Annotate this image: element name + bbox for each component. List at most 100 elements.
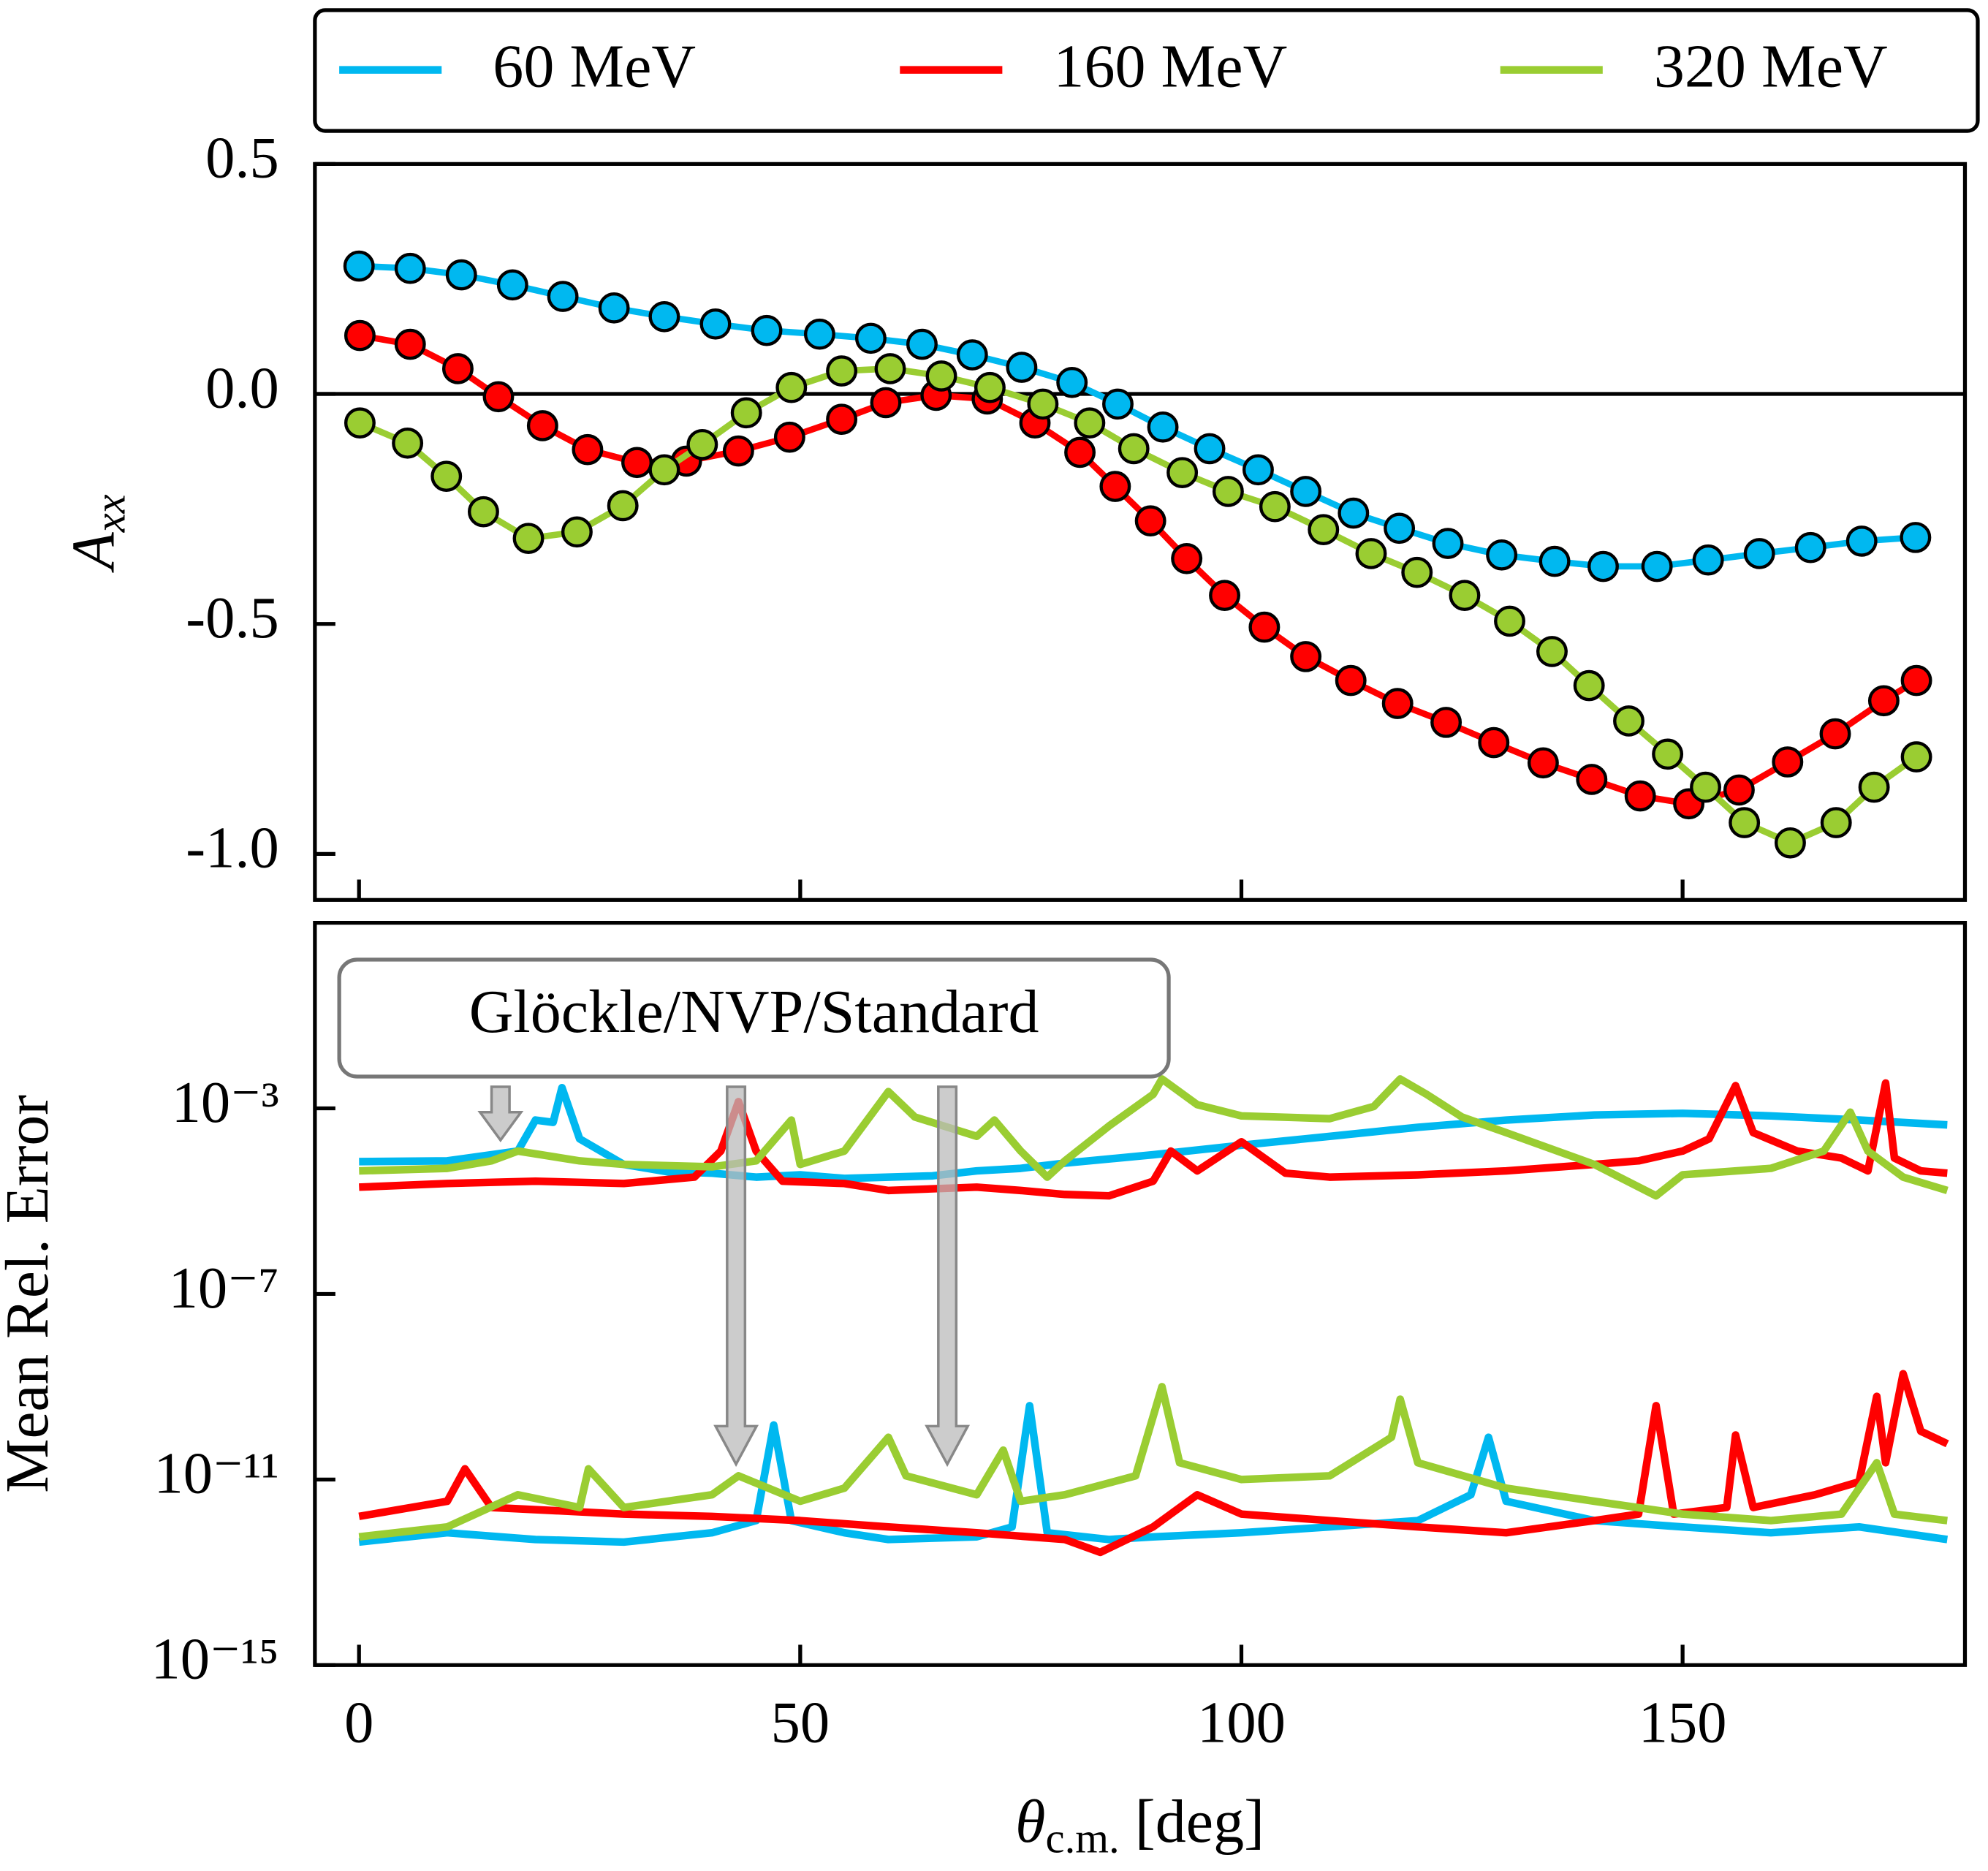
marker [803, 318, 835, 350]
marker [1774, 827, 1806, 859]
marker [1692, 544, 1724, 576]
marker [445, 259, 477, 291]
marker [1242, 454, 1274, 486]
marker [1056, 366, 1088, 398]
marker [1900, 522, 1932, 553]
marker [430, 460, 463, 492]
marker [1573, 669, 1605, 702]
marker [826, 355, 858, 387]
marker [1772, 746, 1804, 778]
marker [1134, 505, 1166, 537]
marker [621, 447, 653, 479]
series-line [359, 1075, 1949, 1200]
marker [1171, 543, 1203, 574]
y-tick-label: 0.5 [205, 126, 279, 191]
marker [1290, 476, 1322, 507]
y-tick-label: -1.0 [186, 816, 279, 881]
marker [1432, 528, 1464, 559]
marker [394, 252, 426, 284]
marker [1536, 636, 1568, 667]
marker [686, 428, 718, 460]
arrow [477, 1085, 524, 1142]
marker [956, 339, 988, 371]
marker [344, 319, 376, 352]
marker [1743, 538, 1775, 569]
marker [1384, 512, 1416, 544]
marker [1259, 490, 1291, 523]
marker [730, 397, 762, 429]
marker [1624, 780, 1656, 812]
marker [1587, 550, 1619, 582]
annotation: Glöckle/NVP/Standard [337, 957, 1171, 1468]
marker [925, 360, 957, 392]
marker [1006, 352, 1038, 383]
marker [1690, 771, 1721, 803]
marker [1338, 497, 1370, 529]
y-tick-label: 0.0 [205, 356, 279, 421]
marker [854, 322, 887, 354]
x-tick-label: 0 [344, 1690, 373, 1756]
marker [1099, 471, 1131, 502]
marker [1166, 457, 1199, 488]
marker [1819, 718, 1851, 750]
marker [1401, 556, 1433, 588]
series-line [358, 1383, 1948, 1541]
marker [1118, 433, 1150, 465]
y-tick-label: 10⁻³ [172, 1070, 279, 1135]
series-line [358, 1402, 1949, 1546]
marker [874, 353, 906, 384]
marker [1449, 580, 1481, 611]
marker [751, 314, 783, 346]
marker [467, 496, 499, 528]
marker [1652, 738, 1684, 770]
frame-layer [313, 162, 1968, 1667]
marker [1867, 685, 1900, 717]
y-tick-label: 10⁻¹¹ [153, 1441, 278, 1506]
x-axis-label: θc.m. [deg] [1015, 1788, 1264, 1862]
marker [1248, 611, 1281, 643]
marker [773, 421, 805, 453]
x-tick-label: 100 [1197, 1690, 1286, 1756]
series-line [359, 332, 1919, 808]
marker [974, 371, 1006, 403]
marker [344, 407, 376, 439]
marker [343, 250, 375, 282]
marker [482, 381, 515, 413]
marker [1486, 539, 1518, 571]
marker [1900, 664, 1932, 697]
marker [1308, 514, 1340, 545]
arrow [925, 1085, 971, 1468]
marker [1527, 747, 1559, 779]
marker [1290, 641, 1322, 672]
marker [441, 353, 474, 384]
y-tick-label: 10⁻⁷ [169, 1256, 279, 1321]
marker [1576, 764, 1608, 795]
marker [648, 454, 680, 486]
marker [1430, 707, 1462, 738]
marker [392, 428, 424, 459]
annotation-box [337, 957, 1171, 1079]
marker [1355, 538, 1387, 569]
marker [699, 308, 732, 340]
marker [1845, 525, 1878, 557]
marker [526, 410, 558, 441]
marker [722, 435, 754, 467]
marker [1613, 705, 1644, 737]
marker [1723, 774, 1755, 806]
marker [826, 403, 858, 435]
marker [1335, 664, 1367, 697]
marker [561, 516, 593, 548]
marker [1641, 550, 1673, 582]
y-tick-label: -0.5 [186, 585, 279, 650]
arrow [713, 1085, 759, 1468]
annotation-text: Glöckle/NVP/Standard [469, 978, 1039, 1046]
marker [1478, 726, 1510, 759]
marker [1794, 531, 1826, 563]
marker [1820, 807, 1852, 838]
x-tick-label: 50 [771, 1690, 830, 1756]
marker [1212, 476, 1244, 507]
marker [870, 387, 902, 419]
legend-label: 160 MeV [1053, 33, 1287, 101]
legend-label: 60 MeV [493, 33, 696, 101]
